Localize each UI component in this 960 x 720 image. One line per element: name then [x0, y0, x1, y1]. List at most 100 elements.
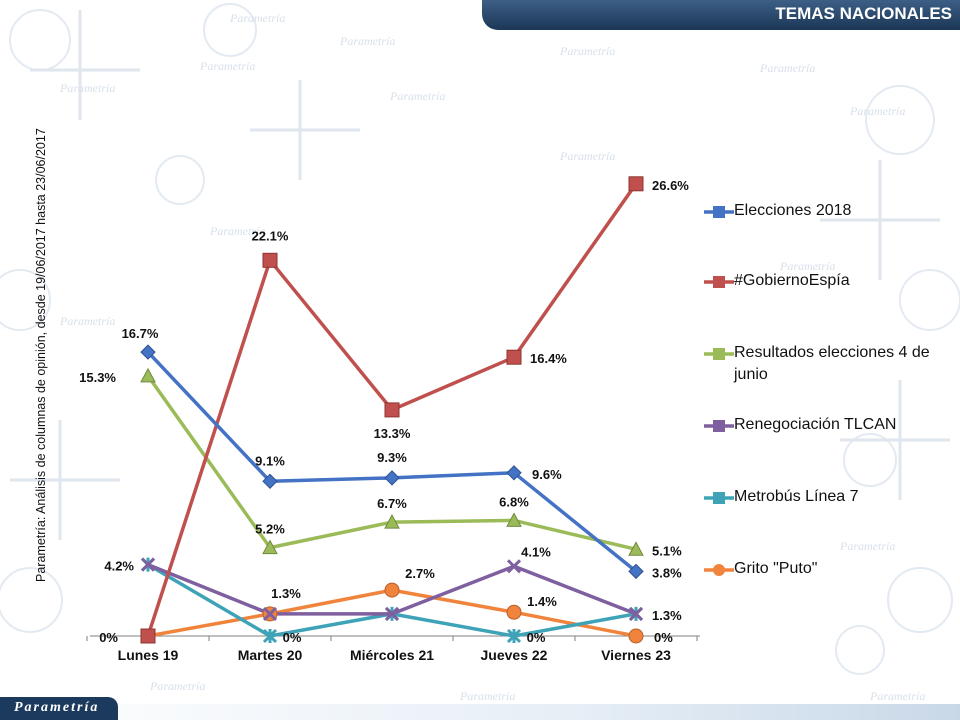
footer-logo: Parametría [0, 697, 118, 720]
data-label: 6.7% [377, 496, 407, 511]
series-line [147, 563, 637, 638]
legend-label: Metrobús Línea 7 [734, 488, 859, 505]
data-label: 1.4% [527, 594, 557, 609]
legend-label: Resultados elecciones 4 de junio [734, 344, 930, 383]
data-point [628, 606, 644, 621]
watermark-text: Parametría [149, 679, 205, 693]
watermark-text: Parametría [849, 104, 905, 118]
watermark-text: Parametría [339, 34, 395, 48]
legend-label: #GobiernoEspía [734, 272, 850, 289]
data-label: 9.1% [255, 453, 285, 468]
data-label: 2.7% [405, 566, 435, 581]
data-point [262, 252, 278, 268]
footer-strip [0, 704, 960, 720]
legend-label: Elecciones 2018 [734, 202, 852, 219]
data-point [262, 628, 278, 644]
data-point [140, 628, 156, 644]
data-label: 22.1% [252, 228, 289, 243]
legend-swatch [704, 348, 734, 360]
page-title: TEMAS NACIONALES [775, 4, 952, 23]
data-point [140, 367, 156, 383]
data-point [628, 176, 644, 192]
legend-item: Grito "Puto" [704, 558, 934, 580]
data-point [506, 512, 522, 527]
data-label: 0% [654, 630, 673, 645]
data-label: 1.3% [652, 608, 682, 623]
data-label: 6.8% [499, 494, 529, 509]
legend-label: Grito "Puto" [734, 560, 818, 577]
legend-item: Elecciones 2018 [704, 200, 934, 222]
watermark-text: Parametría [869, 689, 925, 703]
data-label: 16.7% [122, 326, 159, 341]
legend-swatch [704, 492, 734, 504]
data-label: 13.3% [374, 426, 411, 441]
data-point [384, 514, 400, 529]
legend-swatch [704, 564, 734, 576]
watermark-text: Parametría [839, 539, 895, 553]
x-tick-label: Miércoles 21 [350, 647, 434, 663]
data-label: 0% [99, 630, 118, 645]
legend-marker [713, 276, 725, 288]
data-label: 4.2% [104, 559, 134, 574]
legend-item: Resultados elecciones 4 de junio [704, 342, 934, 386]
data-point [506, 465, 522, 481]
data-label: 0% [527, 630, 546, 645]
legend-label: Renegociación TLCAN [734, 416, 897, 433]
data-label: 3.8% [652, 565, 682, 580]
watermark-text: Parametría [559, 44, 615, 58]
legend-item: Metrobús Línea 7 [704, 486, 934, 508]
data-label: 1.3% [271, 586, 301, 601]
x-tick-label: Lunes 19 [118, 647, 179, 663]
x-tick-label: Jueves 22 [481, 647, 548, 663]
data-point [140, 557, 156, 572]
watermark-text: Parametría [389, 89, 445, 103]
data-label: 5.2% [255, 522, 285, 537]
data-point [384, 402, 400, 418]
data-point [262, 539, 278, 555]
x-tick-label: Martes 20 [238, 647, 303, 663]
data-point [262, 473, 278, 490]
watermark-text: Parametría [559, 149, 615, 163]
data-point [506, 349, 522, 365]
legend-item: #GobiernoEspía [704, 270, 934, 292]
data-point [506, 604, 522, 620]
footer-logo-text: Parametría [14, 700, 100, 715]
watermark-text: Parametría [779, 259, 835, 273]
data-point [262, 606, 278, 621]
legend-marker [713, 420, 725, 432]
data-point [628, 628, 644, 644]
watermark-texts: Parametría Parametría Parametría Paramet… [59, 11, 925, 703]
data-point [140, 344, 156, 360]
data-point [628, 541, 644, 556]
legend-swatch [704, 420, 734, 432]
legend-swatch [704, 276, 734, 288]
data-label: 4.1% [521, 544, 551, 559]
watermark-text: Parametría [199, 59, 255, 73]
legend-marker [713, 348, 725, 360]
watermark-text: Parametría [229, 11, 285, 25]
watermark-text: Parametría [759, 61, 815, 75]
data-point [628, 563, 644, 580]
legend-marker [713, 206, 725, 218]
data-point [384, 582, 400, 598]
data-label: 9.3% [377, 450, 407, 465]
data-label: 5.1% [652, 543, 682, 558]
watermark-text: Parametría [59, 81, 115, 95]
data-label: 0% [283, 630, 302, 645]
data-label: 9.6% [532, 467, 562, 482]
data-label: 16.4% [530, 351, 567, 366]
watermark-text: Parametría [209, 224, 265, 238]
data-point [384, 470, 400, 486]
data-point [506, 628, 522, 644]
header-bar: TEMAS NACIONALES [482, 0, 960, 30]
data-point [506, 559, 522, 574]
legend-marker [713, 564, 725, 576]
chart-legend: Elecciones 2018 #GobiernoEspía Resultados … [704, 0, 960, 720]
data-label: 26.6% [652, 178, 689, 193]
x-tick-label: Viernes 23 [601, 647, 671, 663]
legend-marker [713, 492, 725, 504]
watermark-text: Parametría [59, 314, 115, 328]
legend-swatch [704, 206, 734, 218]
